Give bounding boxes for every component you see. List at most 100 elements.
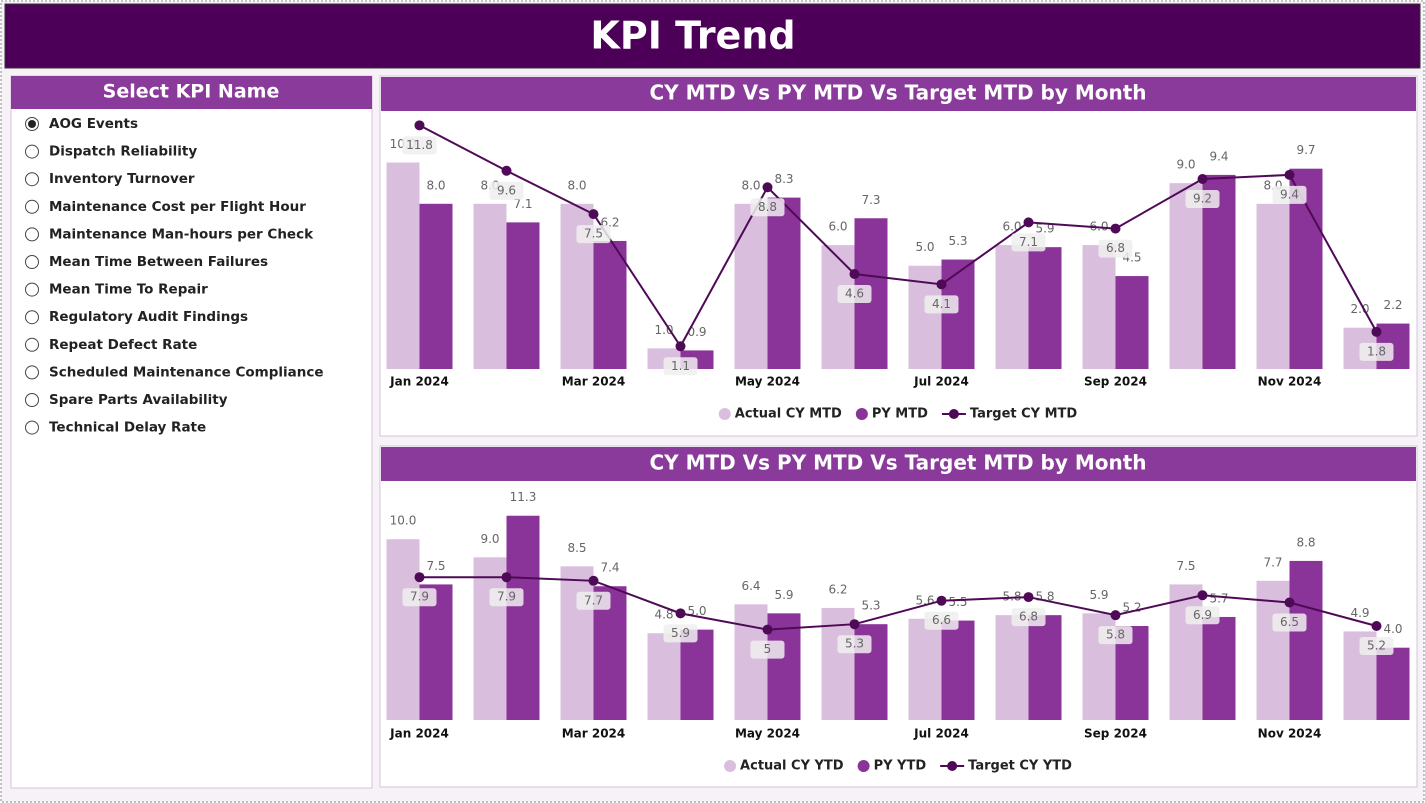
data-label: 4.0 xyxy=(1383,622,1402,636)
line-marker xyxy=(588,209,599,220)
bar xyxy=(1169,183,1203,369)
bar xyxy=(821,245,855,369)
radio-button[interactable] xyxy=(25,420,39,435)
x-tick-label: May 2024 xyxy=(735,727,800,741)
slicer-item[interactable]: Dispatch Reliability xyxy=(49,144,197,160)
data-label: 5.0 xyxy=(915,240,934,254)
label-box xyxy=(1272,185,1307,204)
slicer-item[interactable]: Technical Delay Rate xyxy=(49,420,206,436)
radio-button[interactable] xyxy=(25,255,39,269)
line-marker xyxy=(762,624,773,635)
slicer-item[interactable]: Scheduled Maintenance Compliance xyxy=(49,364,324,380)
x-tick-label: Mar 2024 xyxy=(562,727,626,741)
data-label: 7.7 xyxy=(1263,555,1282,569)
bar xyxy=(995,615,1029,720)
data-label: 7.4 xyxy=(600,561,619,575)
data-label: 2.2 xyxy=(1383,298,1402,312)
legend-label: PY YTD xyxy=(874,759,927,774)
bar xyxy=(593,240,627,369)
data-label: 9.6 xyxy=(497,183,516,197)
bar xyxy=(1256,203,1290,369)
label-box xyxy=(663,357,698,376)
slicer-item[interactable]: Inventory Turnover xyxy=(49,171,195,187)
line-marker xyxy=(501,165,512,176)
bar xyxy=(1028,247,1062,369)
slicer-item[interactable]: Maintenance Cost per Flight Hour xyxy=(49,199,306,215)
radio-button[interactable] xyxy=(25,282,39,297)
data-label: 9.0 xyxy=(1176,158,1195,172)
data-label: 6.9 xyxy=(1193,608,1212,622)
data-label: 5.5 xyxy=(948,595,967,609)
slicer-item[interactable]: Spare Parts Availability xyxy=(49,392,228,408)
target-line xyxy=(419,124,1378,349)
line-marker xyxy=(501,572,512,583)
radio-dot xyxy=(28,120,36,128)
target-line xyxy=(419,576,1377,631)
line-marker xyxy=(762,182,773,193)
radio-button[interactable] xyxy=(25,337,39,352)
bar xyxy=(767,197,801,369)
line-marker xyxy=(588,575,599,586)
chart-panel xyxy=(379,75,1418,437)
bar xyxy=(386,162,420,369)
slicer-item[interactable]: Mean Time To Repair xyxy=(49,282,208,298)
radio-button[interactable] xyxy=(25,310,39,325)
radio-button[interactable] xyxy=(25,199,39,214)
line-marker xyxy=(1197,590,1208,601)
label-box xyxy=(924,295,959,314)
slicer-item[interactable]: Maintenance Man-hours per Check xyxy=(49,226,314,242)
bar xyxy=(767,613,801,720)
label-box xyxy=(1011,233,1046,252)
slicer-item[interactable]: Regulatory Audit Findings xyxy=(49,309,248,325)
radio-button[interactable] xyxy=(25,144,39,159)
data-label: 6.6 xyxy=(932,613,951,627)
label-box xyxy=(1185,606,1220,625)
bar xyxy=(419,203,453,369)
data-label: 1.0 xyxy=(654,323,673,337)
slicer-item[interactable]: Mean Time Between Failures xyxy=(49,254,268,270)
slicer-item[interactable]: AOG Events xyxy=(49,116,138,132)
slicer-header xyxy=(11,76,372,109)
radio-button[interactable] xyxy=(25,227,39,242)
data-label: 7.7 xyxy=(584,593,603,607)
bar xyxy=(1202,616,1236,720)
data-label: 1.1 xyxy=(671,359,690,373)
legend-label: Actual CY MTD xyxy=(735,407,842,422)
line-marker xyxy=(936,279,947,290)
label-box xyxy=(489,181,524,200)
data-label: 8.8 xyxy=(758,200,777,214)
x-tick-label: Jul 2024 xyxy=(913,727,969,741)
bar xyxy=(473,557,507,720)
bar xyxy=(506,515,540,720)
bar xyxy=(1169,584,1203,720)
label-box xyxy=(750,640,785,659)
line-marker xyxy=(414,572,425,583)
x-tick-label: Nov 2024 xyxy=(1258,375,1322,389)
data-label: 6.8 xyxy=(1106,241,1125,255)
bar xyxy=(734,604,768,720)
data-label: 9.4 xyxy=(1280,187,1299,201)
label-box xyxy=(837,285,872,304)
label-box xyxy=(837,635,872,654)
radio-button[interactable] xyxy=(25,365,39,380)
legend-swatch xyxy=(947,761,958,771)
data-label: 5.3 xyxy=(861,599,880,613)
data-label: 6.8 xyxy=(1019,610,1038,624)
data-label: 7.5 xyxy=(584,227,603,241)
line-marker xyxy=(675,341,686,352)
radio-button[interactable] xyxy=(25,172,39,187)
line-marker xyxy=(1371,326,1382,337)
data-label: 6.2 xyxy=(828,582,847,596)
bar xyxy=(560,566,594,720)
data-label: 1.8 xyxy=(1367,344,1386,358)
line-marker xyxy=(1110,223,1121,234)
data-label: 9.4 xyxy=(1209,149,1228,163)
line-marker xyxy=(849,619,860,630)
label-box xyxy=(1011,608,1046,627)
radio-button[interactable] xyxy=(25,393,39,407)
data-label: 7.5 xyxy=(1176,559,1195,573)
label-box xyxy=(663,624,698,643)
data-label: 5.8 xyxy=(1106,628,1125,642)
slicer-item[interactable]: Repeat Defect Rate xyxy=(49,337,197,353)
